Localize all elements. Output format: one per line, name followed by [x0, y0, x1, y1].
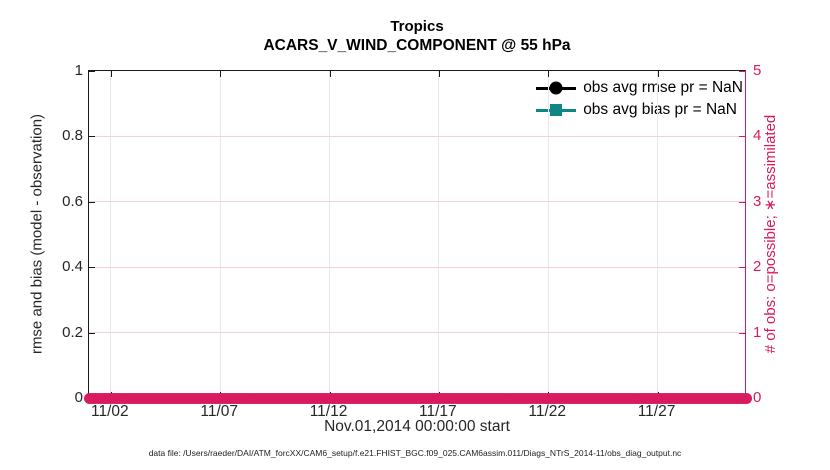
gridline-horizontal [89, 332, 745, 334]
legend: obs avg rmse pr = NaN obs avg bias pr = N… [536, 77, 743, 121]
x-tick-label: 11/02 [91, 403, 129, 420]
legend-entry: obs avg rmse pr = NaN [536, 77, 743, 99]
plot-area: obs avg rmse pr = NaN obs avg bias pr = N… [83, 70, 752, 404]
left-y-tick-label: 0.4 [62, 258, 83, 276]
left-y-tick-label: 0 [74, 389, 83, 406]
tick-mark-right [739, 71, 745, 72]
gridline-horizontal [89, 266, 745, 268]
right-y-tick-label: 2 [753, 258, 762, 276]
x-axis-label: Nov.01,2014 00:00:00 start [324, 418, 510, 435]
left-y-tick-label: 0.6 [62, 192, 83, 210]
gridline-horizontal [89, 135, 745, 137]
tick-mark-top [548, 71, 550, 77]
right-y-tick-label: 1 [753, 323, 762, 341]
x-tick-label: 11/17 [419, 403, 457, 420]
legend-line [536, 81, 577, 95]
legend-entry: obs avg bias pr = NaN [536, 99, 743, 121]
x-tick-label: 11/27 [637, 403, 676, 420]
data-file-caption: data file: /Users/raeder/DAI/ATM_forcXX/… [148, 448, 682, 458]
tick-mark-left [89, 332, 95, 334]
gridline-vertical [110, 71, 112, 398]
right-axis-label: # of obs: o=possible; ∗=assimilated [762, 114, 779, 354]
gridline-vertical [657, 71, 659, 398]
gridline-vertical [219, 71, 221, 398]
right-y-tick-label: 5 [753, 62, 762, 79]
legend-line [536, 104, 577, 116]
tick-mark-top [329, 71, 331, 77]
plot-title: Tropics [390, 18, 444, 35]
gridline-vertical [329, 71, 331, 398]
plot-subtitle: ACARS_V_WIND_COMPONENT @ 55 hPa [263, 37, 571, 54]
legend-label: obs avg bias pr = NaN [583, 101, 737, 118]
left-axis-label: rmse and bias (model - observation) [28, 113, 46, 355]
tick-mark-right [739, 332, 745, 334]
tick-mark-top [438, 71, 440, 77]
tick-mark-right [739, 267, 745, 269]
gridline-vertical [547, 71, 549, 398]
right-y-tick-label: 4 [753, 127, 762, 145]
x-tick-label: 11/22 [528, 403, 566, 420]
gridline-vertical [438, 71, 440, 398]
tick-mark-top [110, 71, 112, 77]
tick-mark-left [89, 201, 95, 203]
left-y-tick-label: 0.8 [62, 127, 83, 145]
x-tick-label: 11/12 [309, 403, 348, 420]
x-tick-label: 11/07 [200, 403, 238, 420]
tick-mark-left [89, 136, 95, 138]
tick-mark-top [657, 71, 659, 77]
left-y-tick-label: 0.2 [62, 323, 83, 341]
tick-mark-left [89, 267, 95, 269]
tick-mark-right [739, 201, 745, 203]
legend-label: obs avg rmse pr = NaN [583, 79, 743, 96]
left-y-tick-label: 1 [74, 62, 83, 79]
right-y-tick-label: 0 [753, 389, 762, 406]
tick-mark-right [739, 136, 745, 138]
right-y-tick-label: 3 [753, 192, 762, 210]
legend-square-marker [550, 104, 563, 116]
gridline-horizontal [89, 201, 745, 203]
obs-count-marker [740, 392, 752, 404]
tick-mark-top [220, 71, 222, 77]
tick-mark-left [89, 71, 95, 72]
legend-circle-marker [549, 81, 563, 95]
